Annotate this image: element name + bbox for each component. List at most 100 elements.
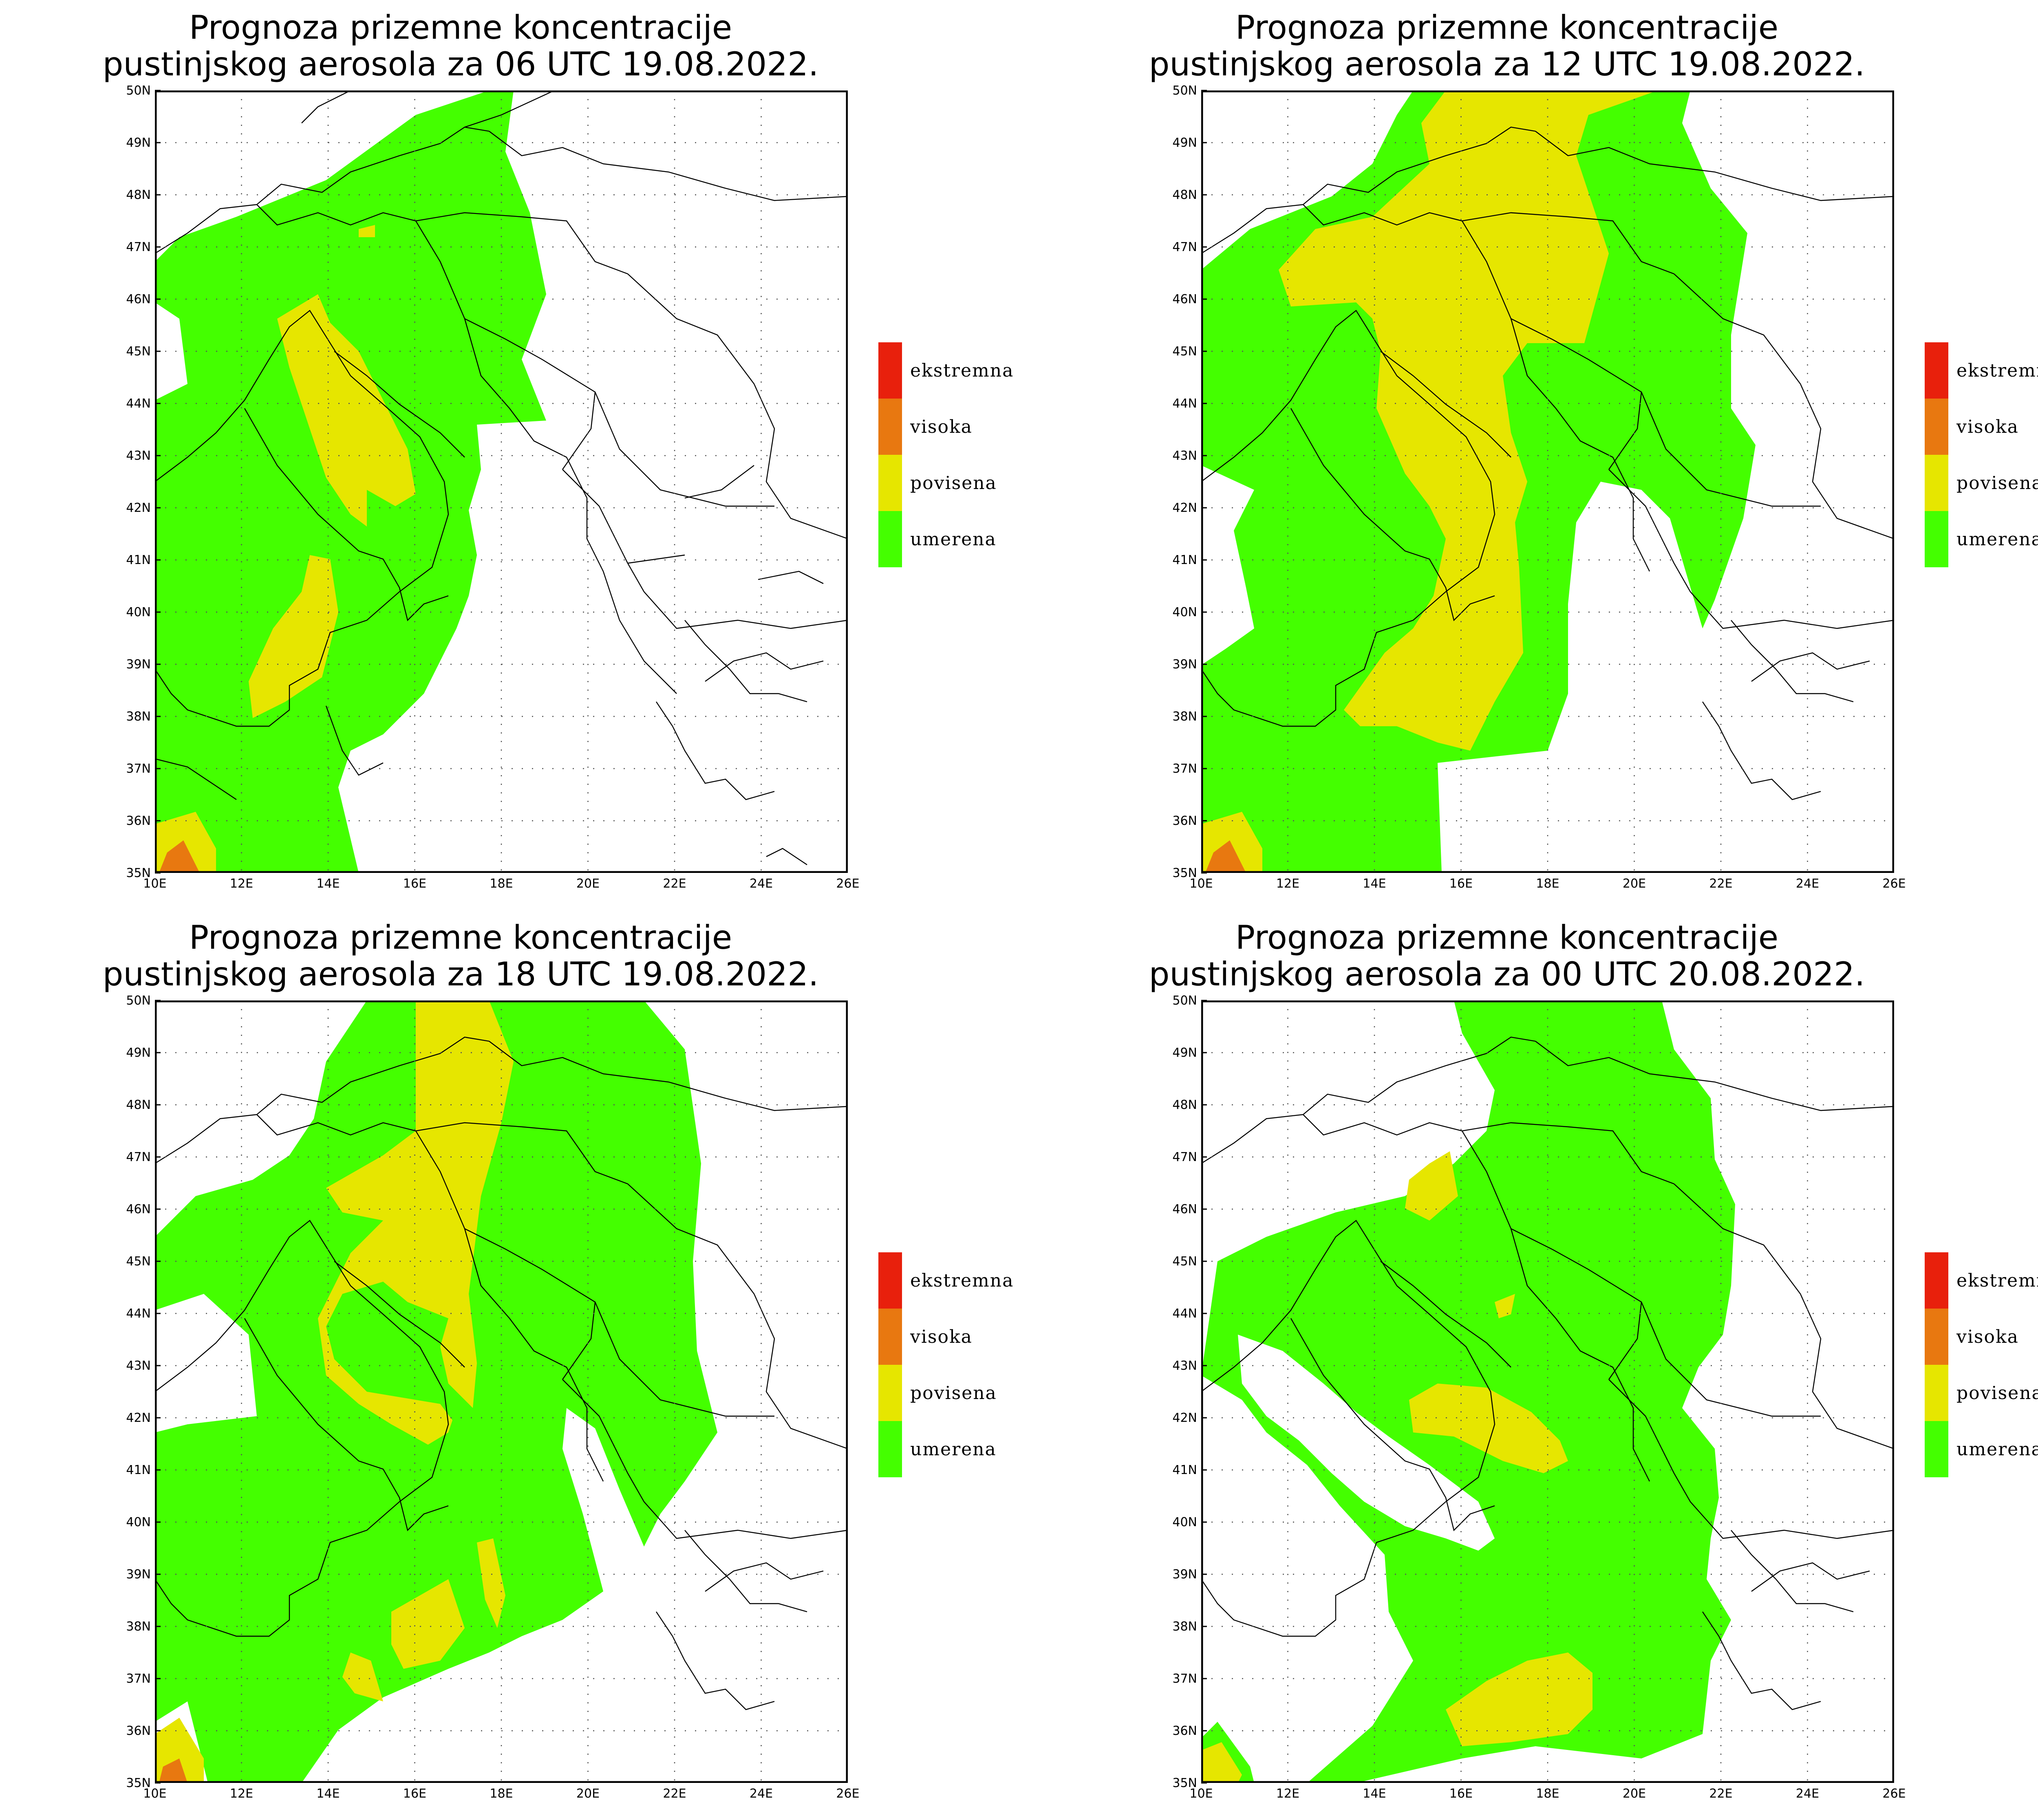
lat-tick-label: 45N xyxy=(126,1254,151,1269)
lon-tick-label: 14E xyxy=(1363,1787,1386,1801)
povisena-area xyxy=(1462,657,1487,694)
dust-concentration-map xyxy=(1201,1000,1894,1783)
lat-tick-label: 48N xyxy=(126,188,151,202)
legend-swatch xyxy=(878,399,902,455)
legend-label: ekstremna xyxy=(910,1270,1014,1291)
lon-tick-label: 10E xyxy=(143,877,166,891)
dust-concentration-map xyxy=(155,1000,848,1783)
lat-tick-label: 43N xyxy=(126,1359,151,1373)
lat-tick-label: 48N xyxy=(1172,1098,1197,1112)
forecast-panel: Prognoza prizemne koncentracije pustinjs… xyxy=(0,0,1046,910)
lat-tick-label: 44N xyxy=(1172,1307,1197,1321)
lat-tick-label: 43N xyxy=(126,449,151,463)
lat-tick-label: 44N xyxy=(126,397,151,411)
legend-swatch xyxy=(1925,1252,1948,1309)
map-frame xyxy=(155,90,848,873)
povisena-area xyxy=(1495,1294,1515,1318)
panel-title-line1: Prognoza prizemne koncentracije xyxy=(189,919,732,956)
legend-swatch xyxy=(1925,511,1948,567)
lon-tick-label: 16E xyxy=(403,877,426,891)
lon-tick-label: 24E xyxy=(750,1787,773,1801)
povisena-area xyxy=(318,1000,514,1445)
lat-tick-label: 41N xyxy=(126,553,151,567)
lon-tick-label: 14E xyxy=(316,1787,340,1801)
lat-tick-label: 49N xyxy=(126,1046,151,1060)
lat-tick-label: 49N xyxy=(1172,1046,1197,1060)
visoka-area xyxy=(159,840,200,873)
lon-tick-label: 20E xyxy=(1623,1787,1646,1801)
lat-tick-label: 39N xyxy=(126,657,151,672)
povisena-area xyxy=(1446,1653,1592,1746)
lon-tick-label: 10E xyxy=(1189,1787,1213,1801)
lon-tick-label: 24E xyxy=(1796,877,1819,891)
povisena-area xyxy=(249,555,338,718)
panel-title-line1: Prognoza prizemne koncentracije xyxy=(1235,9,1779,46)
lat-tick-label: 36N xyxy=(126,814,151,828)
legend-label: umerena xyxy=(910,529,997,550)
lat-tick-label: 41N xyxy=(1172,553,1197,567)
lat-tick-label: 44N xyxy=(126,1307,151,1321)
lon-tick-label: 14E xyxy=(1363,877,1386,891)
axis-labels: 35N 36N 37N 38N 39N 40N 41N 42N 43N 44N 45N 46N 47N 4… xyxy=(1172,84,1906,891)
legend-label: povisena xyxy=(1956,473,2038,494)
legend-label: visoka xyxy=(910,416,973,437)
lat-tick-label: 38N xyxy=(126,709,151,724)
legend-label: visoka xyxy=(1956,1326,2019,1347)
lat-tick-label: 37N xyxy=(1172,762,1197,776)
lat-tick-label: 46N xyxy=(1172,1202,1197,1216)
lat-tick-label: 41N xyxy=(1172,1463,1197,1477)
legend-swatch xyxy=(878,1421,902,1477)
legend-swatch xyxy=(1925,399,1948,455)
legend-swatch xyxy=(1925,1421,1948,1477)
legend-label: umerena xyxy=(910,1439,997,1460)
legend-swatch xyxy=(1925,1365,1948,1421)
umerena-area xyxy=(155,1000,717,1783)
lat-tick-label: 36N xyxy=(1172,1724,1197,1738)
legend-swatch xyxy=(878,511,902,567)
lat-tick-label: 44N xyxy=(1172,397,1197,411)
lat-tick-label: 45N xyxy=(1172,1254,1197,1269)
legend-label: umerena xyxy=(1956,529,2038,550)
lon-tick-label: 10E xyxy=(143,1787,166,1801)
lon-tick-label: 26E xyxy=(836,1787,859,1801)
panel-title-line1: Prognoza prizemne koncentracije xyxy=(1235,919,1779,956)
axis-labels: 35N 36N 37N 38N 39N 40N 41N 42N 43N 44N 45N 46N 47N 4… xyxy=(126,994,859,1801)
legend-swatch xyxy=(1925,342,1948,399)
legend-swatch xyxy=(1925,455,1948,511)
povisena-area xyxy=(277,294,416,527)
legend-swatch xyxy=(878,342,902,399)
lon-tick-label: 12E xyxy=(230,1787,253,1801)
lat-tick-label: 41N xyxy=(126,1463,151,1477)
forecast-panel: Prognoza prizemne koncentracije pustinjs… xyxy=(1046,0,2038,910)
lon-tick-label: 22E xyxy=(663,1787,686,1801)
legend-label: visoka xyxy=(1956,416,2019,437)
dust-concentration-map xyxy=(1201,90,1894,873)
lon-tick-label: 18E xyxy=(1536,1787,1559,1801)
lon-tick-label: 20E xyxy=(1623,877,1646,891)
lat-tick-label: 50N xyxy=(1172,994,1197,1008)
lat-tick-label: 42N xyxy=(1172,1411,1197,1425)
lat-tick-label: 48N xyxy=(126,1098,151,1112)
lon-tick-label: 24E xyxy=(1796,1787,1819,1801)
povisena-area xyxy=(342,1653,383,1701)
lon-tick-label: 16E xyxy=(403,1787,426,1801)
background-hole xyxy=(1238,1335,1495,1551)
map-frame xyxy=(1201,1000,1894,1783)
lat-tick-label: 46N xyxy=(126,292,151,306)
lon-tick-label: 12E xyxy=(1276,1787,1299,1801)
legend-label: povisena xyxy=(1956,1383,2038,1404)
lat-tick-label: 42N xyxy=(1172,501,1197,515)
lat-tick-label: 47N xyxy=(126,1150,151,1164)
forecast-panel: Prognoza prizemne koncentracije pustinjs… xyxy=(0,910,1046,1820)
lon-tick-label: 12E xyxy=(230,877,253,891)
panel-title-line1: Prognoza prizemne koncentracije xyxy=(189,9,732,46)
lat-tick-label: 47N xyxy=(126,240,151,254)
povisena-area xyxy=(391,1579,465,1669)
povisena-area xyxy=(1405,1151,1458,1221)
lon-tick-label: 18E xyxy=(490,1787,513,1801)
lat-tick-label: 45N xyxy=(1172,344,1197,359)
lat-tick-label: 35N xyxy=(1172,866,1197,880)
lat-tick-label: 50N xyxy=(1172,84,1197,98)
legend-label: povisena xyxy=(910,473,997,494)
lat-tick-label: 37N xyxy=(126,1672,151,1686)
